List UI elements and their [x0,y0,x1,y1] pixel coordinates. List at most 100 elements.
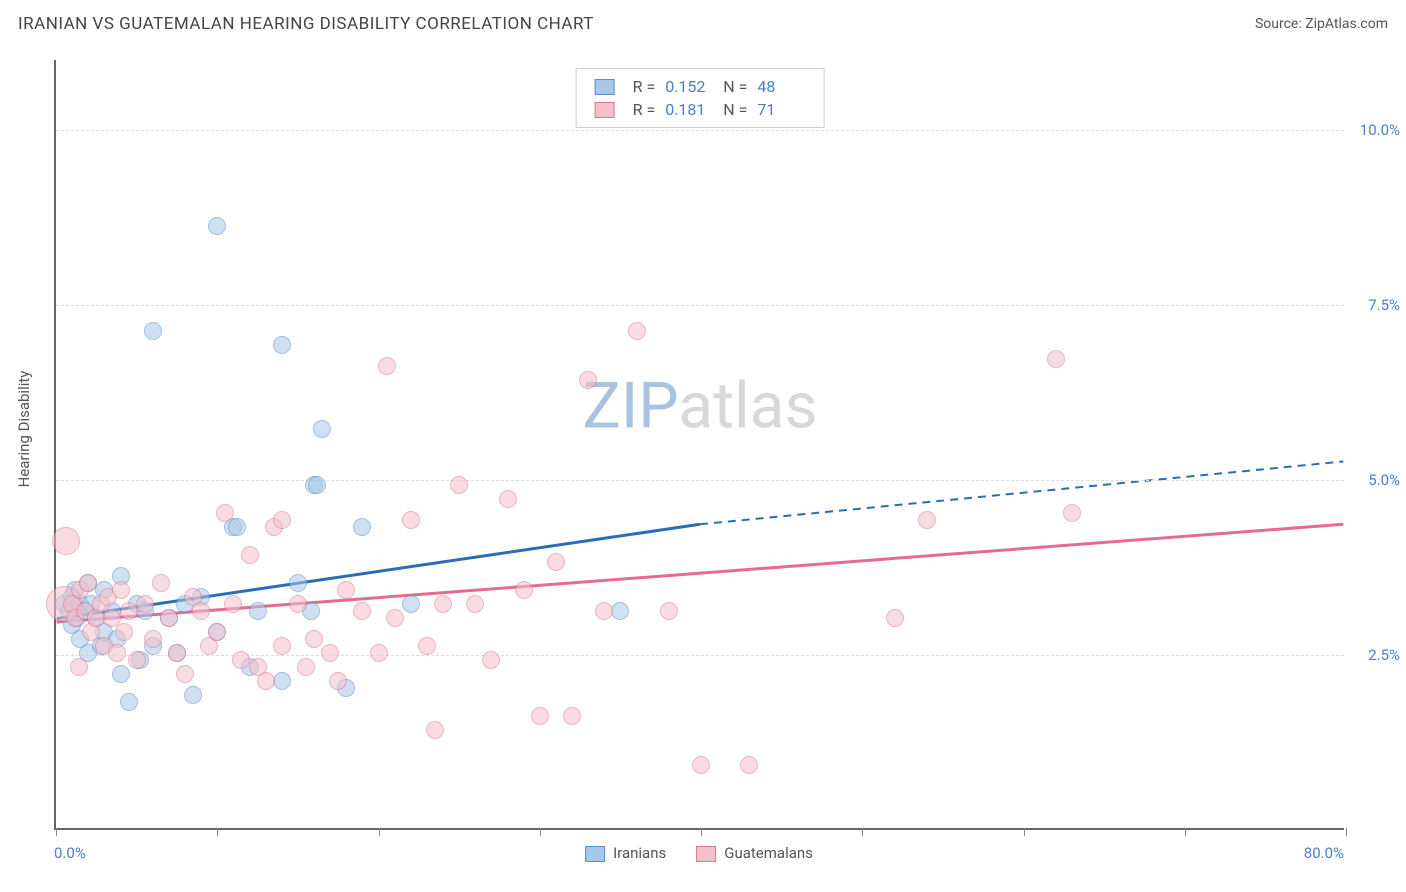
x-end-label: 80.0% [1304,844,1344,862]
gridline [56,130,1344,131]
y-axis-label: Hearing Disability [15,371,33,488]
chart-title: IRANIAN VS GUATEMALAN HEARING DISABILITY… [18,14,594,34]
scatter-point [108,644,126,662]
scatter-point [370,644,388,662]
scatter-point [353,518,371,536]
scatter-point [692,756,710,774]
scatter-point [660,602,678,620]
x-tick [862,828,863,836]
scatter-point [144,630,162,648]
scatter-point [241,546,259,564]
scatter-point [208,217,226,235]
chart-container: ZIPatlas R = 0.152 N = 48 R = 0.181 N = … [54,60,1344,830]
scatter-point [308,476,326,494]
scatter-point [386,609,404,627]
watermark: ZIPatlas [583,368,818,443]
y-tick-label: 10.0% [1360,121,1400,139]
scatter-point [289,574,307,592]
x-tick [540,828,541,836]
scatter-point [273,637,291,655]
scatter-point [531,707,549,725]
scatter-point [120,693,138,711]
y-tick-label: 5.0% [1368,471,1400,489]
y-tick-label: 2.5% [1368,646,1400,664]
scatter-point [378,357,396,375]
scatter-point [1063,504,1081,522]
swatch-icon [595,79,615,95]
scatter-point [152,574,170,592]
y-tick-label: 7.5% [1368,296,1400,314]
scatter-point [628,322,646,340]
scatter-point [144,322,162,340]
scatter-point [192,602,210,620]
x-tick [1346,828,1347,836]
scatter-point [353,602,371,620]
scatter-point [337,581,355,599]
gridline [56,305,1344,306]
scatter-point [482,651,500,669]
x-tick [701,828,702,836]
correlation-legend: R = 0.152 N = 48 R = 0.181 N = 71 [576,68,825,128]
legend-item-iranians: Iranians [585,844,666,862]
scatter-point [515,581,533,599]
scatter-point [112,665,130,683]
scatter-point [297,658,315,676]
scatter-point [160,609,178,627]
legend-item-guatemalans: Guatemalans [696,844,813,862]
x-start-label: 0.0% [54,844,86,862]
plot-area: ZIPatlas R = 0.152 N = 48 R = 0.181 N = … [54,60,1344,830]
scatter-point [886,609,904,627]
scatter-point [740,756,758,774]
trend-lines [56,60,1344,828]
swatch-icon [595,102,615,118]
x-tick [379,828,380,836]
scatter-point [136,595,154,613]
x-tick [217,828,218,836]
scatter-point [70,658,88,676]
scatter-point [547,553,565,571]
legend-row-iranians: R = 0.152 N = 48 [595,75,806,98]
scatter-point [402,511,420,529]
scatter-point [918,511,936,529]
x-tick [1024,828,1025,836]
scatter-point [79,574,97,592]
x-tick [56,828,57,836]
scatter-point [257,672,275,690]
scatter-point [228,518,246,536]
scatter-point [273,336,291,354]
scatter-point [426,721,444,739]
scatter-point [611,602,629,620]
scatter-point [329,672,347,690]
scatter-point [1047,350,1065,368]
x-tick [1185,828,1186,836]
scatter-point [184,686,202,704]
swatch-icon [585,846,605,862]
scatter-point [402,595,420,613]
scatter-point [224,595,242,613]
scatter-point [579,371,597,389]
scatter-point [418,637,436,655]
scatter-point [112,581,130,599]
scatter-point [168,644,186,662]
scatter-point [273,511,291,529]
scatter-point [450,476,468,494]
scatter-point [313,420,331,438]
scatter-point [289,595,307,613]
scatter-point [249,602,267,620]
scatter-point [176,665,194,683]
scatter-point [208,623,226,641]
source-label: Source: ZipAtlas.com [1255,16,1388,32]
bottom-legend: Iranians Guatemalans [585,844,813,862]
scatter-point [216,504,234,522]
scatter-point [434,595,452,613]
swatch-icon [696,846,716,862]
scatter-point [563,707,581,725]
scatter-point [273,672,291,690]
scatter-point [321,644,339,662]
scatter-point [128,651,146,669]
legend-row-guatemalans: R = 0.181 N = 71 [595,98,806,121]
scatter-point [305,630,323,648]
gridline [56,480,1344,481]
scatter-point [499,490,517,508]
scatter-point [115,623,133,641]
